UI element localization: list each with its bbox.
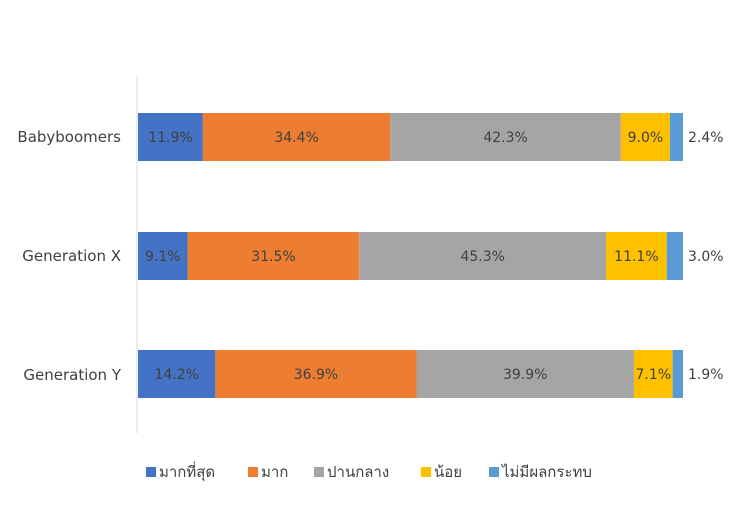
data-label-babyboomers-s2: 42.3% [483, 130, 527, 146]
category-labels: Babyboomers Generation X Generation Y [17, 128, 121, 384]
bar-segment-babyboomers-s3 [620, 113, 670, 161]
data-label-generation-x-s0: 9.1% [145, 249, 181, 265]
bar-segment-generation-y-s2 [416, 350, 634, 398]
data-labels: 11.9% 34.4% 42.3% 9.0% 2.4% 9.1% 31.5% 45.3% 11.… [145, 130, 724, 383]
bar-segment-babyboomers-s4 [669, 113, 683, 161]
legend-swatch-most [146, 467, 156, 477]
data-label-generation-y-s4: 1.9% [688, 367, 724, 383]
legend-swatch-no-impact [489, 467, 499, 477]
data-label-generation-y-s2: 39.9% [503, 367, 547, 383]
data-label-generation-y-s0: 14.2% [154, 367, 198, 383]
legend-swatch-moderate [314, 467, 324, 477]
bar-segment-generation-y-s0 [138, 350, 216, 398]
bars [138, 113, 683, 398]
legend-label-much: มาก [261, 463, 288, 481]
category-label-generation-y: Generation Y [23, 366, 121, 384]
legend: มากที่สุด มาก ปานกลาง น้อย ไม่มีผลกระทบ [146, 461, 592, 482]
bar-segment-generation-x-s3 [606, 232, 667, 280]
data-label-generation-y-s3: 7.1% [636, 367, 672, 383]
bar-segment-babyboomers-s2 [390, 113, 621, 161]
data-label-generation-x-s4: 3.0% [688, 249, 724, 265]
data-label-generation-y-s1: 36.9% [294, 367, 338, 383]
bar-segment-generation-y-s3 [633, 350, 673, 398]
legend-swatch-little [421, 467, 431, 477]
data-label-babyboomers-s1: 34.4% [274, 130, 318, 146]
legend-label-little: น้อย [434, 463, 462, 481]
bar-segment-generation-x-s2 [359, 232, 607, 280]
bar-segment-generation-x-s1 [187, 232, 360, 280]
bar-segment-generation-y-s4 [672, 350, 683, 398]
bar-segment-generation-y-s1 [215, 350, 417, 398]
data-label-generation-x-s2: 45.3% [460, 249, 504, 265]
data-label-babyboomers-s0: 11.9% [148, 130, 192, 146]
data-label-babyboomers-s4: 2.4% [688, 130, 724, 146]
category-label-generation-x: Generation X [22, 247, 121, 265]
bar-segment-generation-x-s4 [666, 232, 683, 280]
category-label-babyboomers: Babyboomers [17, 128, 121, 146]
bar-segment-generation-x-s0 [138, 232, 188, 280]
legend-swatch-much [248, 467, 258, 477]
bar-segment-babyboomers-s0 [138, 113, 203, 161]
data-label-generation-x-s3: 11.1% [614, 249, 658, 265]
bar-segment-babyboomers-s1 [202, 113, 391, 161]
legend-label-no-impact: ไม่มีผลกระทบ [501, 463, 592, 481]
data-label-generation-x-s1: 31.5% [251, 249, 295, 265]
legend-label-moderate: ปานกลาง [327, 463, 389, 481]
legend-label-most: มากที่สุด [159, 461, 215, 482]
data-label-babyboomers-s3: 9.0% [628, 130, 664, 146]
